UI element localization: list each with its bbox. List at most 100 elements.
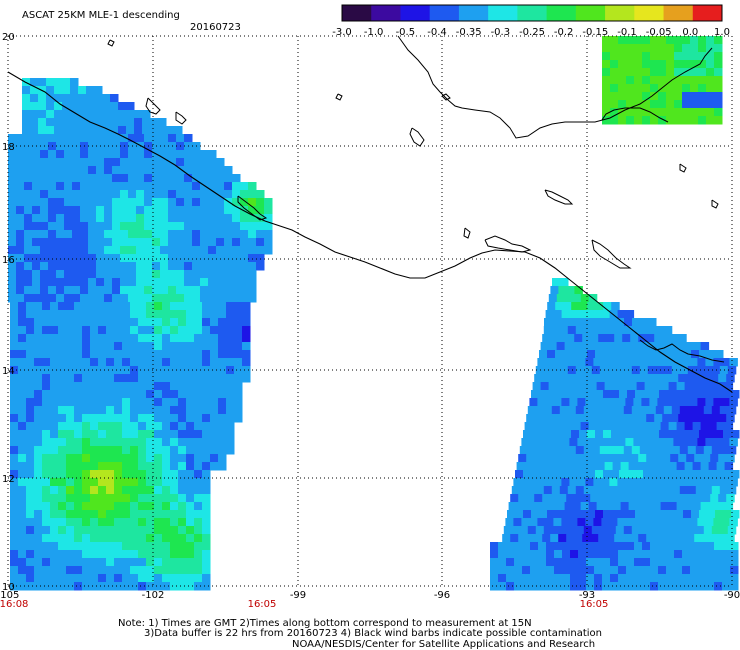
swath-pixel [170, 414, 179, 423]
swath-pixel [114, 582, 123, 591]
swath-pixel [130, 534, 139, 543]
swath-pixel [10, 502, 19, 511]
swath-pixel [144, 246, 153, 255]
swath-pixel [660, 462, 670, 471]
swath-pixel [595, 350, 604, 359]
swath-pixel [54, 102, 63, 111]
swath-pixel [130, 366, 139, 375]
swath-pixel [56, 134, 65, 143]
swath-pixel [619, 510, 628, 519]
swath-pixel [138, 438, 147, 447]
swath-pixel [584, 318, 593, 327]
swath-pixel [627, 430, 636, 439]
swath-pixel [98, 374, 107, 383]
swath-pixel [194, 406, 203, 415]
swath-pixel [178, 438, 187, 447]
swath-pixel [232, 238, 241, 247]
swath-pixel [646, 334, 655, 343]
swath-pixel [659, 510, 668, 519]
swath-pixel [690, 582, 699, 591]
swath-pixel [598, 414, 607, 423]
swath-pixel [34, 478, 43, 487]
swath-pixel [634, 582, 643, 591]
swath-pixel [700, 422, 710, 431]
swath-pixel [162, 350, 171, 359]
swath-pixel [730, 582, 739, 591]
swath-pixel [248, 254, 257, 263]
swath-pixel [721, 438, 730, 447]
swath-pixel [665, 438, 674, 447]
swath-pixel [106, 334, 115, 343]
swath-pixel [120, 206, 129, 215]
swath-pixel [176, 246, 185, 255]
swath-pixel [522, 566, 531, 575]
swath-pixel [46, 102, 55, 111]
swath-pixel [202, 574, 211, 583]
swath-pixel [178, 582, 187, 591]
swath-pixel [644, 382, 654, 391]
swath-pixel [216, 294, 225, 303]
swath-pixel [562, 550, 571, 559]
swath-pixel [178, 422, 187, 431]
swath-pixel [711, 446, 721, 455]
swath-pixel [144, 238, 153, 247]
swath-pixel [545, 478, 554, 487]
swath-pixel [730, 566, 739, 575]
swath-pixel [714, 68, 723, 77]
swath-pixel [612, 462, 622, 471]
swath-pixel [46, 110, 55, 119]
swath-pixel [72, 134, 81, 143]
swath-pixel [114, 334, 123, 343]
swath-pixel [559, 486, 569, 495]
swath-pixel [142, 110, 151, 119]
swath-pixel [614, 454, 623, 463]
swath-pixel [104, 214, 113, 223]
swath-pixel [216, 262, 225, 271]
swath-pixel [74, 318, 83, 327]
swath-pixel [82, 486, 91, 495]
swath-pixel [202, 326, 211, 335]
swath-pixel [90, 478, 99, 487]
swath-pixel [178, 326, 187, 335]
swath-pixel [34, 350, 43, 359]
swath-pixel [242, 310, 251, 319]
swath-pixel [642, 566, 651, 575]
swath-pixel [248, 278, 257, 287]
swath-pixel [130, 406, 139, 415]
swath-pixel [30, 86, 39, 95]
swath-pixel [86, 86, 95, 95]
swath-pixel [578, 574, 587, 583]
swath-pixel [170, 582, 179, 591]
swath-pixel [602, 36, 611, 45]
swath-pixel [66, 486, 75, 495]
swath-pixel [666, 36, 675, 45]
swath-pixel [106, 518, 115, 527]
swath-pixel [234, 414, 243, 423]
swath-pixel [226, 318, 235, 327]
swath-pixel [82, 502, 91, 511]
swath-pixel [160, 294, 169, 303]
swath-pixel [194, 438, 203, 447]
swath-pixel [627, 470, 636, 479]
swath-pixel [170, 358, 179, 367]
swath-pixel [256, 238, 265, 247]
swath-pixel [224, 182, 233, 191]
swath-pixel [575, 526, 585, 535]
swath-pixel [8, 198, 17, 207]
swath-pixel [556, 422, 566, 431]
swath-pixel [18, 430, 27, 439]
swath-pixel [650, 36, 659, 45]
swath-pixel [563, 430, 572, 439]
swath-pixel [650, 92, 659, 101]
swath-pixel [674, 92, 683, 101]
swath-pixel [210, 390, 219, 399]
swath-pixel [590, 414, 599, 423]
swath-pixel [234, 318, 243, 327]
swath-pixel [248, 246, 257, 255]
swath-pixel [564, 294, 574, 303]
swath-pixel [48, 158, 57, 167]
swath-pixel [534, 374, 543, 383]
swath-pixel [202, 454, 211, 463]
swath-pixel [160, 190, 169, 199]
swath-pixel [170, 350, 179, 359]
